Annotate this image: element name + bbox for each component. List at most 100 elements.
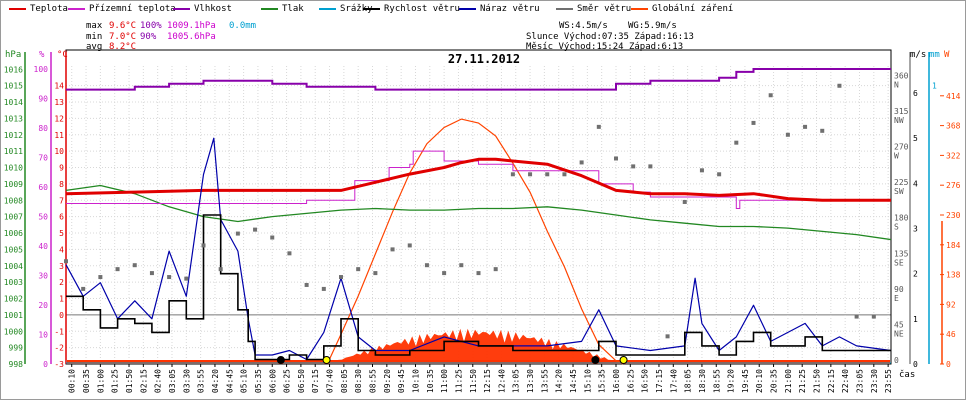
temperature-tick-label: -2 — [54, 344, 64, 353]
x-tick-label: 06:50 — [297, 369, 306, 393]
radiation-line — [326, 118, 624, 365]
wind-gust-line — [65, 137, 892, 361]
wind-direction-point — [407, 243, 412, 248]
wind-direction-point — [871, 314, 876, 319]
x-tick-label: 21:50 — [813, 369, 822, 393]
compass-tick-label: E — [894, 294, 899, 303]
x-tick-label: 06:00 — [268, 369, 277, 393]
stat-avg-label: avg — [86, 42, 103, 52]
x-tick-label: 23:55 — [884, 369, 893, 393]
temperature-axis-label: °C — [57, 50, 68, 60]
humidity-tick-label: 100 — [34, 65, 49, 74]
x-tick-label: 05:35 — [254, 369, 263, 393]
stat-max-rain: 0.0mm — [229, 21, 257, 31]
compass-tick-label: SW — [894, 187, 904, 196]
rain-tick-label: 1 — [932, 82, 937, 91]
wind-direction-point — [579, 160, 584, 165]
humidity-tick-label: 10 — [38, 330, 48, 339]
wind-direction-point — [184, 276, 189, 281]
legend-item: Směr větru — [556, 4, 631, 14]
legend-swatch — [261, 8, 278, 10]
pressure-line — [65, 184, 892, 241]
wind-direction-point — [510, 172, 515, 177]
stat-avg-temp: 8.2°C — [109, 42, 137, 52]
wind-tick-label: 1 — [913, 315, 918, 324]
x-tick-label: 07:15 — [311, 369, 320, 393]
pressure-tick-label: 1001 — [4, 311, 23, 320]
wind-direction-point — [115, 267, 120, 272]
legend-item: Náraz větru — [459, 4, 540, 14]
wind-direction-point — [287, 251, 292, 256]
legend-swatch — [173, 8, 190, 10]
wind-direction-point — [699, 168, 704, 173]
x-tick-label: 16:00 — [612, 369, 621, 393]
wind-direction-point — [648, 164, 653, 169]
x-tick-label: 18:30 — [698, 369, 707, 393]
x-tick-label: 22:40 — [841, 369, 850, 393]
x-tick-label: 10:10 — [411, 369, 420, 393]
legend-label: Vlhkost — [194, 4, 232, 14]
radiation-tick-label: 276 — [946, 181, 961, 190]
stat-max-label: max — [86, 21, 103, 31]
temperature-tick-label: 10 — [54, 147, 64, 156]
temperature-tick-label: 4 — [59, 245, 64, 254]
x-tick-label: 01:00 — [96, 369, 105, 393]
wind-direction-point — [390, 247, 395, 252]
x-tick-label: 08:05 — [340, 369, 349, 393]
wind-direction-point — [785, 132, 790, 137]
stat-max-pressure: 1009.1hPa — [167, 21, 216, 31]
pressure-axis-label: hPa — [5, 50, 21, 60]
temperature-tick-label: 14 — [54, 82, 64, 91]
x-tick-label: 05:10 — [240, 369, 249, 393]
pressure-tick-label: 1014 — [4, 98, 23, 107]
wind-direction-point — [304, 282, 309, 287]
x-axis-group: 00:10 00:35 01:00 01:25 01:50 02:15 02:40 03:05… — [68, 364, 893, 393]
x-tick-label: 13:05 — [512, 369, 521, 393]
stat-wind-gust: WG:5.9m/s — [628, 21, 677, 31]
pressure-tick-label: 1009 — [4, 180, 23, 189]
chart-title: 27.11.2012 — [448, 52, 520, 66]
grid-lines — [65, 49, 892, 365]
direction-tick-label: 0 — [894, 356, 899, 365]
temperature-tick-label: 11 — [54, 131, 64, 140]
pressure-tick-label: 1011 — [4, 147, 23, 156]
legend-item: Přízemní teplota — [68, 4, 176, 14]
pressure-tick-label: 1007 — [4, 213, 23, 222]
x-tick-label: 17:40 — [669, 369, 678, 393]
radiation-tick-label: 0 — [946, 360, 951, 369]
temperature-tick-label: 0 — [59, 311, 64, 320]
humidity-tick-label: 20 — [38, 301, 48, 310]
moonset-marker — [276, 356, 285, 364]
x-tick-label: 13:55 — [540, 369, 549, 393]
legend-item: Globální záření — [631, 4, 733, 14]
wind-direction-point — [81, 286, 86, 291]
temperature-tick-label: 13 — [54, 98, 64, 107]
temperature-tick-label: 7 — [59, 196, 64, 205]
x-tick-label: 14:20 — [555, 369, 564, 393]
humidity-tick-label: 50 — [38, 212, 48, 221]
direction-tick-label: 225 — [894, 178, 909, 187]
wind-tick-label: 2 — [913, 270, 918, 279]
x-tick-label: 03:05 — [168, 369, 177, 393]
radiation-axis-label: W — [944, 50, 950, 60]
radiation-tick-label: 322 — [946, 151, 961, 160]
wind-direction-point — [768, 93, 773, 98]
plot-border — [65, 49, 892, 365]
pressure-tick-label: 1010 — [4, 164, 23, 173]
x-tick-label: 19:45 — [741, 369, 750, 393]
wind-tick-label: 0 — [913, 360, 918, 369]
pressure-tick-label: 1016 — [4, 65, 23, 74]
x-tick-label: 04:20 — [211, 369, 220, 393]
pressure-tick-label: 1012 — [4, 131, 23, 140]
pressure-tick-label: 1005 — [4, 245, 23, 254]
wind-direction-point — [339, 275, 343, 280]
radiation-tick-label: 138 — [946, 271, 961, 280]
radiation-tick-label: 184 — [946, 241, 961, 250]
direction-tick-label: 315 — [894, 107, 909, 116]
wind-direction-point — [64, 259, 68, 264]
direction-tick-label: 270 — [894, 143, 909, 152]
moonrise-marker — [591, 356, 600, 364]
humidity-tick-label: 70 — [38, 153, 48, 162]
